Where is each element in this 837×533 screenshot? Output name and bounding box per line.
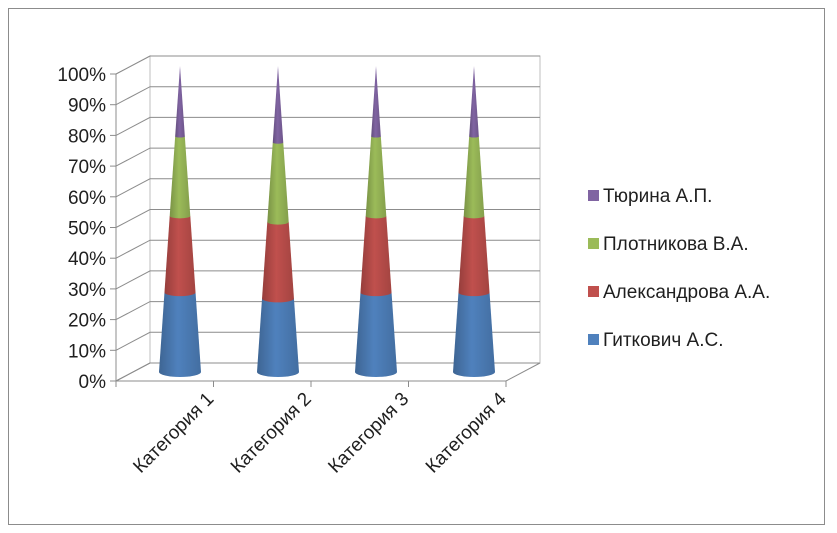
cone-segment <box>463 136 485 219</box>
gridline <box>115 270 540 290</box>
cone <box>355 66 397 377</box>
gridline <box>115 178 540 198</box>
gridlines <box>110 55 540 387</box>
x-category-label: Категория 4 <box>422 388 511 477</box>
gridline <box>115 86 540 106</box>
cone-segment <box>469 66 479 138</box>
legend-label: Тюрина А.П. <box>603 186 713 207</box>
cone-segment <box>355 292 397 377</box>
y-tick-label: 50% <box>68 219 106 240</box>
y-tick-label: 60% <box>68 188 106 209</box>
cone-segment <box>453 292 495 377</box>
y-tick-label: 30% <box>68 280 106 301</box>
y-tick-label: 0% <box>79 372 107 393</box>
cone-segment <box>365 136 387 219</box>
y-tick-label: 70% <box>68 157 106 178</box>
y-tick-label: 20% <box>68 311 106 332</box>
cone-segment <box>360 215 392 297</box>
y-tick-label: 100% <box>57 65 106 86</box>
cone <box>159 66 201 377</box>
x-category-label: Категория 3 <box>324 389 413 478</box>
cone-segment <box>371 66 381 138</box>
y-tick-label: 40% <box>68 249 106 270</box>
gridline <box>115 116 540 136</box>
y-tick-label: 80% <box>68 126 106 147</box>
cone-segment <box>257 298 299 377</box>
cone-segment <box>169 136 191 219</box>
gridline <box>115 301 540 321</box>
cone <box>453 66 495 377</box>
y-axis-ticks: 0% 10% 20% 30% 40% 50% 60% 70% 80% 90% 100% <box>57 65 106 393</box>
category-labels: Категория 1 Категория 2 Категория 3 Категор… <box>129 388 511 477</box>
legend-swatch <box>588 190 599 201</box>
cone-segment <box>267 142 289 225</box>
y-tick-label: 90% <box>68 96 106 117</box>
gridline <box>115 209 540 228</box>
cone-segment <box>159 292 201 377</box>
cone-segment <box>272 66 284 144</box>
cone-segment <box>262 222 294 303</box>
gridline <box>115 55 540 75</box>
legend-swatch <box>588 238 599 249</box>
gridline <box>115 147 540 167</box>
legend-label: Плотникова В.А. <box>603 234 749 255</box>
legend-swatch <box>588 286 599 297</box>
y-tick-label: 10% <box>68 341 106 362</box>
cone-segment <box>458 215 490 297</box>
gridline <box>115 239 540 259</box>
cones <box>159 66 495 377</box>
cone-segment <box>164 215 196 297</box>
cone-segment <box>175 66 185 138</box>
x-category-label: Категория 1 <box>129 389 218 478</box>
gridline <box>115 331 540 351</box>
legend-label: Гиткович А.С. <box>603 330 724 351</box>
gridline <box>115 362 540 382</box>
legend-label: Александрова А.А. <box>603 282 771 303</box>
x-category-label: Категория 2 <box>227 389 316 478</box>
legend-swatch <box>588 334 599 345</box>
cone <box>257 66 299 377</box>
